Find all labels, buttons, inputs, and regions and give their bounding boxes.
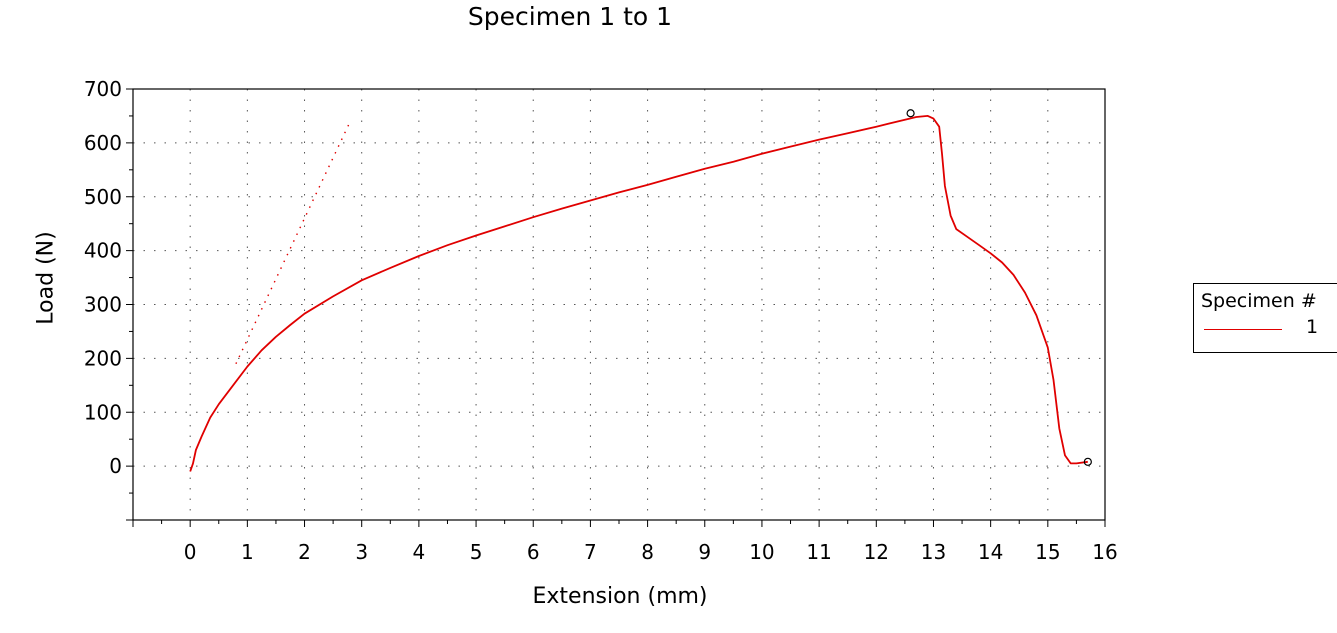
- data-marker: [1083, 457, 1092, 466]
- legend-swatch-line: [1204, 329, 1282, 330]
- x-tick-label: 16: [1092, 540, 1117, 564]
- series-line-1: [189, 115, 1088, 472]
- data-marker: [906, 109, 915, 118]
- grid-lines: [133, 88, 1106, 520]
- x-tick-label: 5: [470, 540, 483, 564]
- x-tick-label: 0: [184, 540, 197, 564]
- y-tick-label: 700: [84, 77, 122, 101]
- x-axis-label: Extension (mm): [532, 584, 708, 609]
- legend: Specimen # 1: [1193, 283, 1337, 353]
- x-tick-label: 6: [527, 540, 540, 564]
- y-tick-label: 100: [84, 400, 122, 424]
- x-tick-label: 3: [355, 540, 368, 564]
- y-tick-label: 400: [84, 239, 122, 263]
- y-tick-label: 200: [84, 346, 122, 370]
- legend-entry-label: 1: [1306, 316, 1319, 338]
- x-tick-label: 8: [641, 540, 654, 564]
- x-tick-label: 2: [298, 540, 311, 564]
- reference-line: [235, 121, 351, 365]
- y-tick-label: 300: [84, 293, 122, 317]
- x-tick-label: 1: [241, 540, 254, 564]
- x-tick-label: 13: [921, 540, 946, 564]
- x-tick-label: 14: [978, 540, 1003, 564]
- series-lines: [189, 115, 1088, 472]
- x-tick-label: 12: [864, 540, 889, 564]
- tick-marks: [126, 88, 1106, 527]
- tick-labels: 0 1 2 3 4 5 6 7 8 9 10 11 12 13 14 15 160100200300400500…: [84, 77, 1118, 564]
- axes: [132, 88, 1106, 521]
- y-tick-label: 600: [84, 131, 122, 155]
- plot-frame: [132, 88, 1106, 521]
- x-tick-label: 15: [1035, 540, 1060, 564]
- x-tick-label: 4: [413, 540, 426, 564]
- y-tick-label: 0: [109, 454, 122, 478]
- legend-title: Specimen #: [1201, 290, 1317, 312]
- chart-title: Specimen 1 to 1: [467, 2, 673, 31]
- y-tick-label: 500: [84, 185, 122, 209]
- x-tick-label: 10: [749, 540, 774, 564]
- x-tick-label: 9: [698, 540, 711, 564]
- x-tick-label: 11: [806, 540, 831, 564]
- y-axis-label: Load (N): [33, 231, 59, 325]
- x-tick-label: 7: [584, 540, 597, 564]
- markers: [906, 109, 1092, 466]
